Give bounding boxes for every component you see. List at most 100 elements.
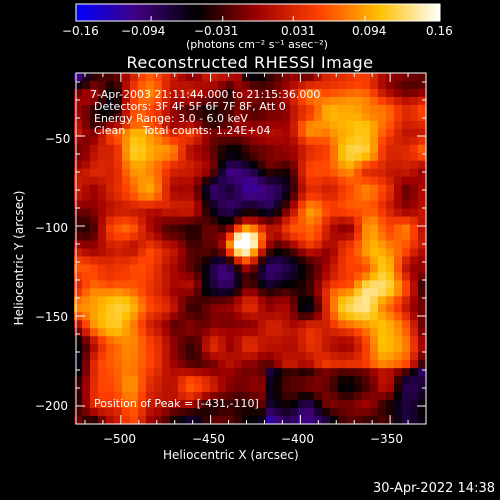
heatmap-cell: [338, 120, 347, 130]
heatmap-cell: [90, 152, 99, 162]
heatmap-cell: [218, 104, 227, 114]
heatmap-cell: [130, 376, 139, 385]
heatmap-cells: [74, 73, 427, 425]
heatmap-cell: [162, 112, 171, 122]
heatmap-cell: [258, 128, 267, 138]
heatmap-cell: [330, 88, 339, 98]
heatmap-cell: [282, 256, 291, 266]
heatmap-cell: [98, 352, 107, 361]
heatmap-cell: [186, 112, 195, 122]
heatmap-cell: [378, 168, 387, 178]
heatmap-cell: [266, 352, 275, 361]
heatmap-cell: [146, 224, 155, 234]
heatmap-cell: [98, 376, 107, 385]
heatmap-cell: [146, 216, 155, 226]
heatmap-cell: [122, 392, 131, 401]
heatmap-cell: [410, 304, 419, 313]
heatmap-cell: [250, 392, 259, 401]
heatmap-cell: [186, 336, 195, 345]
heatmap-cell: [74, 248, 83, 258]
heatmap-cell: [146, 144, 155, 154]
heatmap-cell: [138, 96, 147, 106]
heatmap-cell: [210, 336, 219, 345]
heatmap-cell: [74, 344, 83, 353]
heatmap-cell: [394, 232, 403, 242]
heatmap-cell: [146, 73, 155, 82]
heatmap-cell: [218, 264, 227, 274]
heatmap-cell: [290, 200, 299, 210]
heatmap-cell: [90, 208, 99, 218]
heatmap-cell: [274, 400, 283, 409]
heatmap-cell: [338, 416, 347, 425]
heatmap-cell: [170, 112, 179, 122]
heatmap-cell: [298, 320, 307, 329]
heatmap-cell: [386, 272, 395, 282]
heatmap-cell: [178, 208, 187, 218]
heatmap-cell: [386, 184, 395, 194]
heatmap-cell: [234, 136, 243, 146]
heatmap-cell: [98, 256, 107, 266]
heatmap-cell: [322, 104, 331, 114]
heatmap-cell: [138, 73, 147, 82]
heatmap-cell: [250, 128, 259, 138]
heatmap-cell: [338, 80, 347, 90]
heatmap-cell: [266, 320, 275, 329]
heatmap-cell: [282, 368, 291, 377]
heatmap-cell: [322, 280, 331, 289]
heatmap-cell: [306, 112, 315, 122]
heatmap-cell: [322, 80, 331, 90]
heatmap-cell: [130, 80, 139, 90]
heatmap-cell: [162, 120, 171, 130]
heatmap-cell: [90, 368, 99, 377]
heatmap-cell: [122, 136, 131, 146]
heatmap-cell: [114, 400, 123, 409]
heatmap-cell: [98, 120, 107, 130]
heatmap-cell: [226, 272, 235, 282]
heatmap-cell: [82, 288, 91, 297]
heatmap-cell: [274, 200, 283, 210]
heatmap-cell: [362, 416, 371, 425]
heatmap-cell: [178, 152, 187, 162]
heatmap-cell: [186, 104, 195, 114]
heatmap-cell: [330, 152, 339, 162]
heatmap-cell: [194, 368, 203, 377]
heatmap-cell: [242, 384, 251, 393]
heatmap-cell: [346, 168, 355, 178]
heatmap-cell: [306, 240, 315, 250]
heatmap-cell: [242, 216, 251, 226]
heatmap-cell: [410, 248, 419, 258]
heatmap-cell: [410, 272, 419, 282]
heatmap-cell: [410, 80, 419, 90]
heatmap-cell: [258, 288, 267, 297]
heatmap-cell: [90, 160, 99, 170]
heatmap-cell: [162, 216, 171, 226]
heatmap-cell: [170, 328, 179, 337]
heatmap-cell: [98, 312, 107, 321]
heatmap-cell: [322, 240, 331, 250]
heatmap-cell: [82, 408, 91, 417]
heatmap-cell: [394, 336, 403, 345]
heatmap-cell: [178, 96, 187, 106]
heatmap-cell: [98, 96, 107, 106]
heatmap-cell: [234, 408, 243, 417]
heatmap-cell: [210, 304, 219, 313]
heatmap-cell: [298, 376, 307, 385]
heatmap-cell: [282, 120, 291, 130]
heatmap-cell: [386, 176, 395, 186]
heatmap-cell: [258, 400, 267, 409]
heatmap-cell: [122, 328, 131, 337]
heatmap-cell: [218, 160, 227, 170]
heatmap-cell: [378, 216, 387, 226]
heatmap-cell: [314, 264, 323, 274]
heatmap-cell: [154, 280, 163, 289]
heatmap-cell: [106, 416, 115, 425]
heatmap-cell: [346, 216, 355, 226]
heatmap-cell: [386, 88, 395, 98]
heatmap-cell: [362, 304, 371, 313]
heatmap-cell: [410, 73, 419, 82]
heatmap-cell: [130, 200, 139, 210]
heatmap-cell: [266, 104, 275, 114]
heatmap-cell: [210, 80, 219, 90]
heatmap-cell: [394, 376, 403, 385]
heatmap-cell: [418, 376, 427, 385]
